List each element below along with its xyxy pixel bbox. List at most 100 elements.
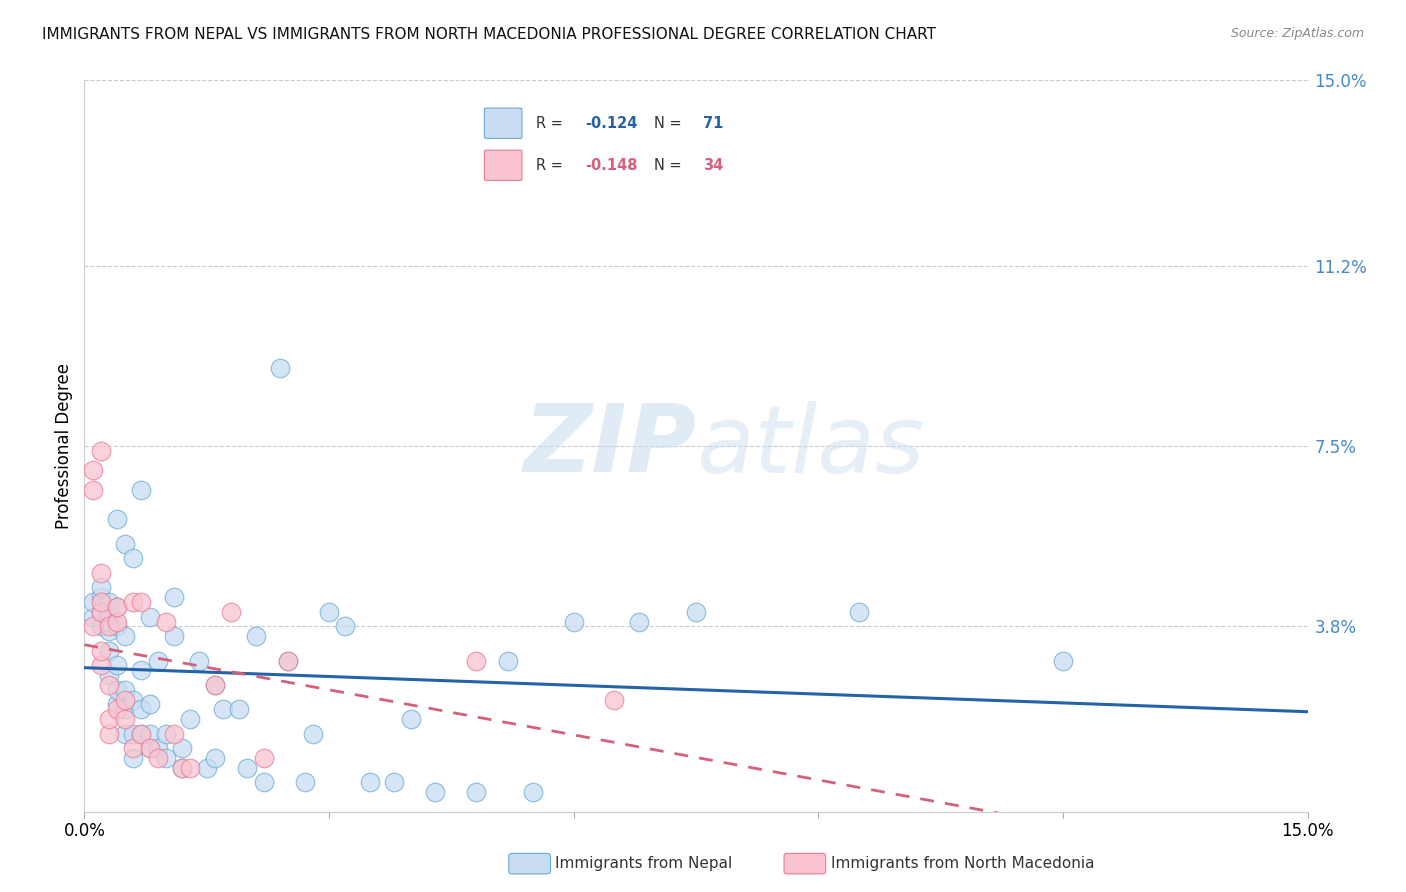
Point	[90, 581, 112, 595]
Point	[114, 727, 136, 741]
Point	[90, 658, 112, 673]
Point	[204, 751, 226, 765]
Point	[105, 682, 128, 697]
Point	[179, 761, 201, 775]
Point	[90, 566, 112, 580]
Point	[253, 751, 276, 765]
Point	[97, 615, 120, 629]
Point	[114, 536, 136, 550]
Point	[114, 682, 136, 697]
Point	[172, 741, 194, 756]
Text: Immigrants from Nepal: Immigrants from Nepal	[555, 856, 733, 871]
Point	[269, 361, 291, 376]
Point	[212, 702, 235, 716]
Point	[122, 595, 145, 609]
Point	[131, 702, 153, 716]
Point	[155, 727, 177, 741]
Point	[82, 619, 104, 633]
Point	[138, 741, 160, 756]
Point	[277, 654, 299, 668]
Point	[90, 605, 112, 619]
Text: Immigrants from North Macedonia: Immigrants from North Macedonia	[831, 856, 1094, 871]
Point	[105, 512, 128, 526]
Point	[318, 605, 340, 619]
Point	[114, 702, 136, 716]
Point	[90, 605, 112, 619]
Point	[122, 727, 145, 741]
Point	[195, 761, 218, 775]
Point	[97, 668, 120, 682]
Point	[219, 605, 242, 619]
Point	[562, 615, 585, 629]
Point	[97, 727, 120, 741]
Point	[155, 751, 177, 765]
Point	[155, 615, 177, 629]
Point	[82, 483, 104, 497]
Point	[228, 702, 250, 716]
Point	[163, 590, 186, 604]
Point	[236, 761, 259, 775]
Point	[382, 775, 405, 789]
Point	[146, 751, 169, 765]
Point	[204, 678, 226, 692]
Point	[122, 751, 145, 765]
Point	[97, 712, 120, 726]
Point	[138, 609, 160, 624]
Point	[335, 619, 357, 633]
Point	[131, 727, 153, 741]
Point	[464, 785, 486, 799]
Point	[90, 443, 112, 458]
Point	[277, 654, 299, 668]
Point	[172, 761, 194, 775]
Point	[105, 599, 128, 614]
Point	[253, 775, 276, 789]
Point	[464, 654, 486, 668]
Point	[90, 619, 112, 633]
Point	[131, 663, 153, 677]
Point	[90, 644, 112, 658]
Point	[97, 595, 120, 609]
Point	[627, 615, 650, 629]
Point	[423, 785, 446, 799]
Point	[82, 609, 104, 624]
Point	[105, 619, 128, 633]
Point	[82, 595, 104, 609]
Point	[522, 785, 544, 799]
Point	[82, 463, 104, 477]
Point	[131, 595, 153, 609]
Point	[122, 692, 145, 706]
Point	[187, 654, 209, 668]
Point	[294, 775, 316, 789]
Point	[105, 599, 128, 614]
Point	[131, 483, 153, 497]
Point	[138, 741, 160, 756]
FancyBboxPatch shape	[509, 854, 550, 874]
Point	[90, 590, 112, 604]
Point	[301, 727, 323, 741]
Point	[204, 678, 226, 692]
Point	[172, 761, 194, 775]
Text: IMMIGRANTS FROM NEPAL VS IMMIGRANTS FROM NORTH MACEDONIA PROFESSIONAL DEGREE COR: IMMIGRANTS FROM NEPAL VS IMMIGRANTS FROM…	[42, 27, 936, 42]
Point	[179, 712, 201, 726]
Point	[685, 605, 707, 619]
Text: Source: ZipAtlas.com: Source: ZipAtlas.com	[1230, 27, 1364, 40]
FancyBboxPatch shape	[785, 854, 825, 874]
Point	[122, 551, 145, 566]
Point	[97, 644, 120, 658]
Point	[97, 619, 120, 633]
Point	[105, 658, 128, 673]
Point	[163, 629, 186, 643]
Point	[97, 678, 120, 692]
Point	[163, 727, 186, 741]
Point	[97, 624, 120, 639]
Point	[146, 654, 169, 668]
Point	[1052, 654, 1074, 668]
Text: ZIP: ZIP	[523, 400, 696, 492]
Point	[97, 605, 120, 619]
Point	[138, 698, 160, 712]
Point	[114, 712, 136, 726]
Point	[114, 629, 136, 643]
Point	[122, 741, 145, 756]
Point	[603, 692, 626, 706]
Point	[90, 595, 112, 609]
